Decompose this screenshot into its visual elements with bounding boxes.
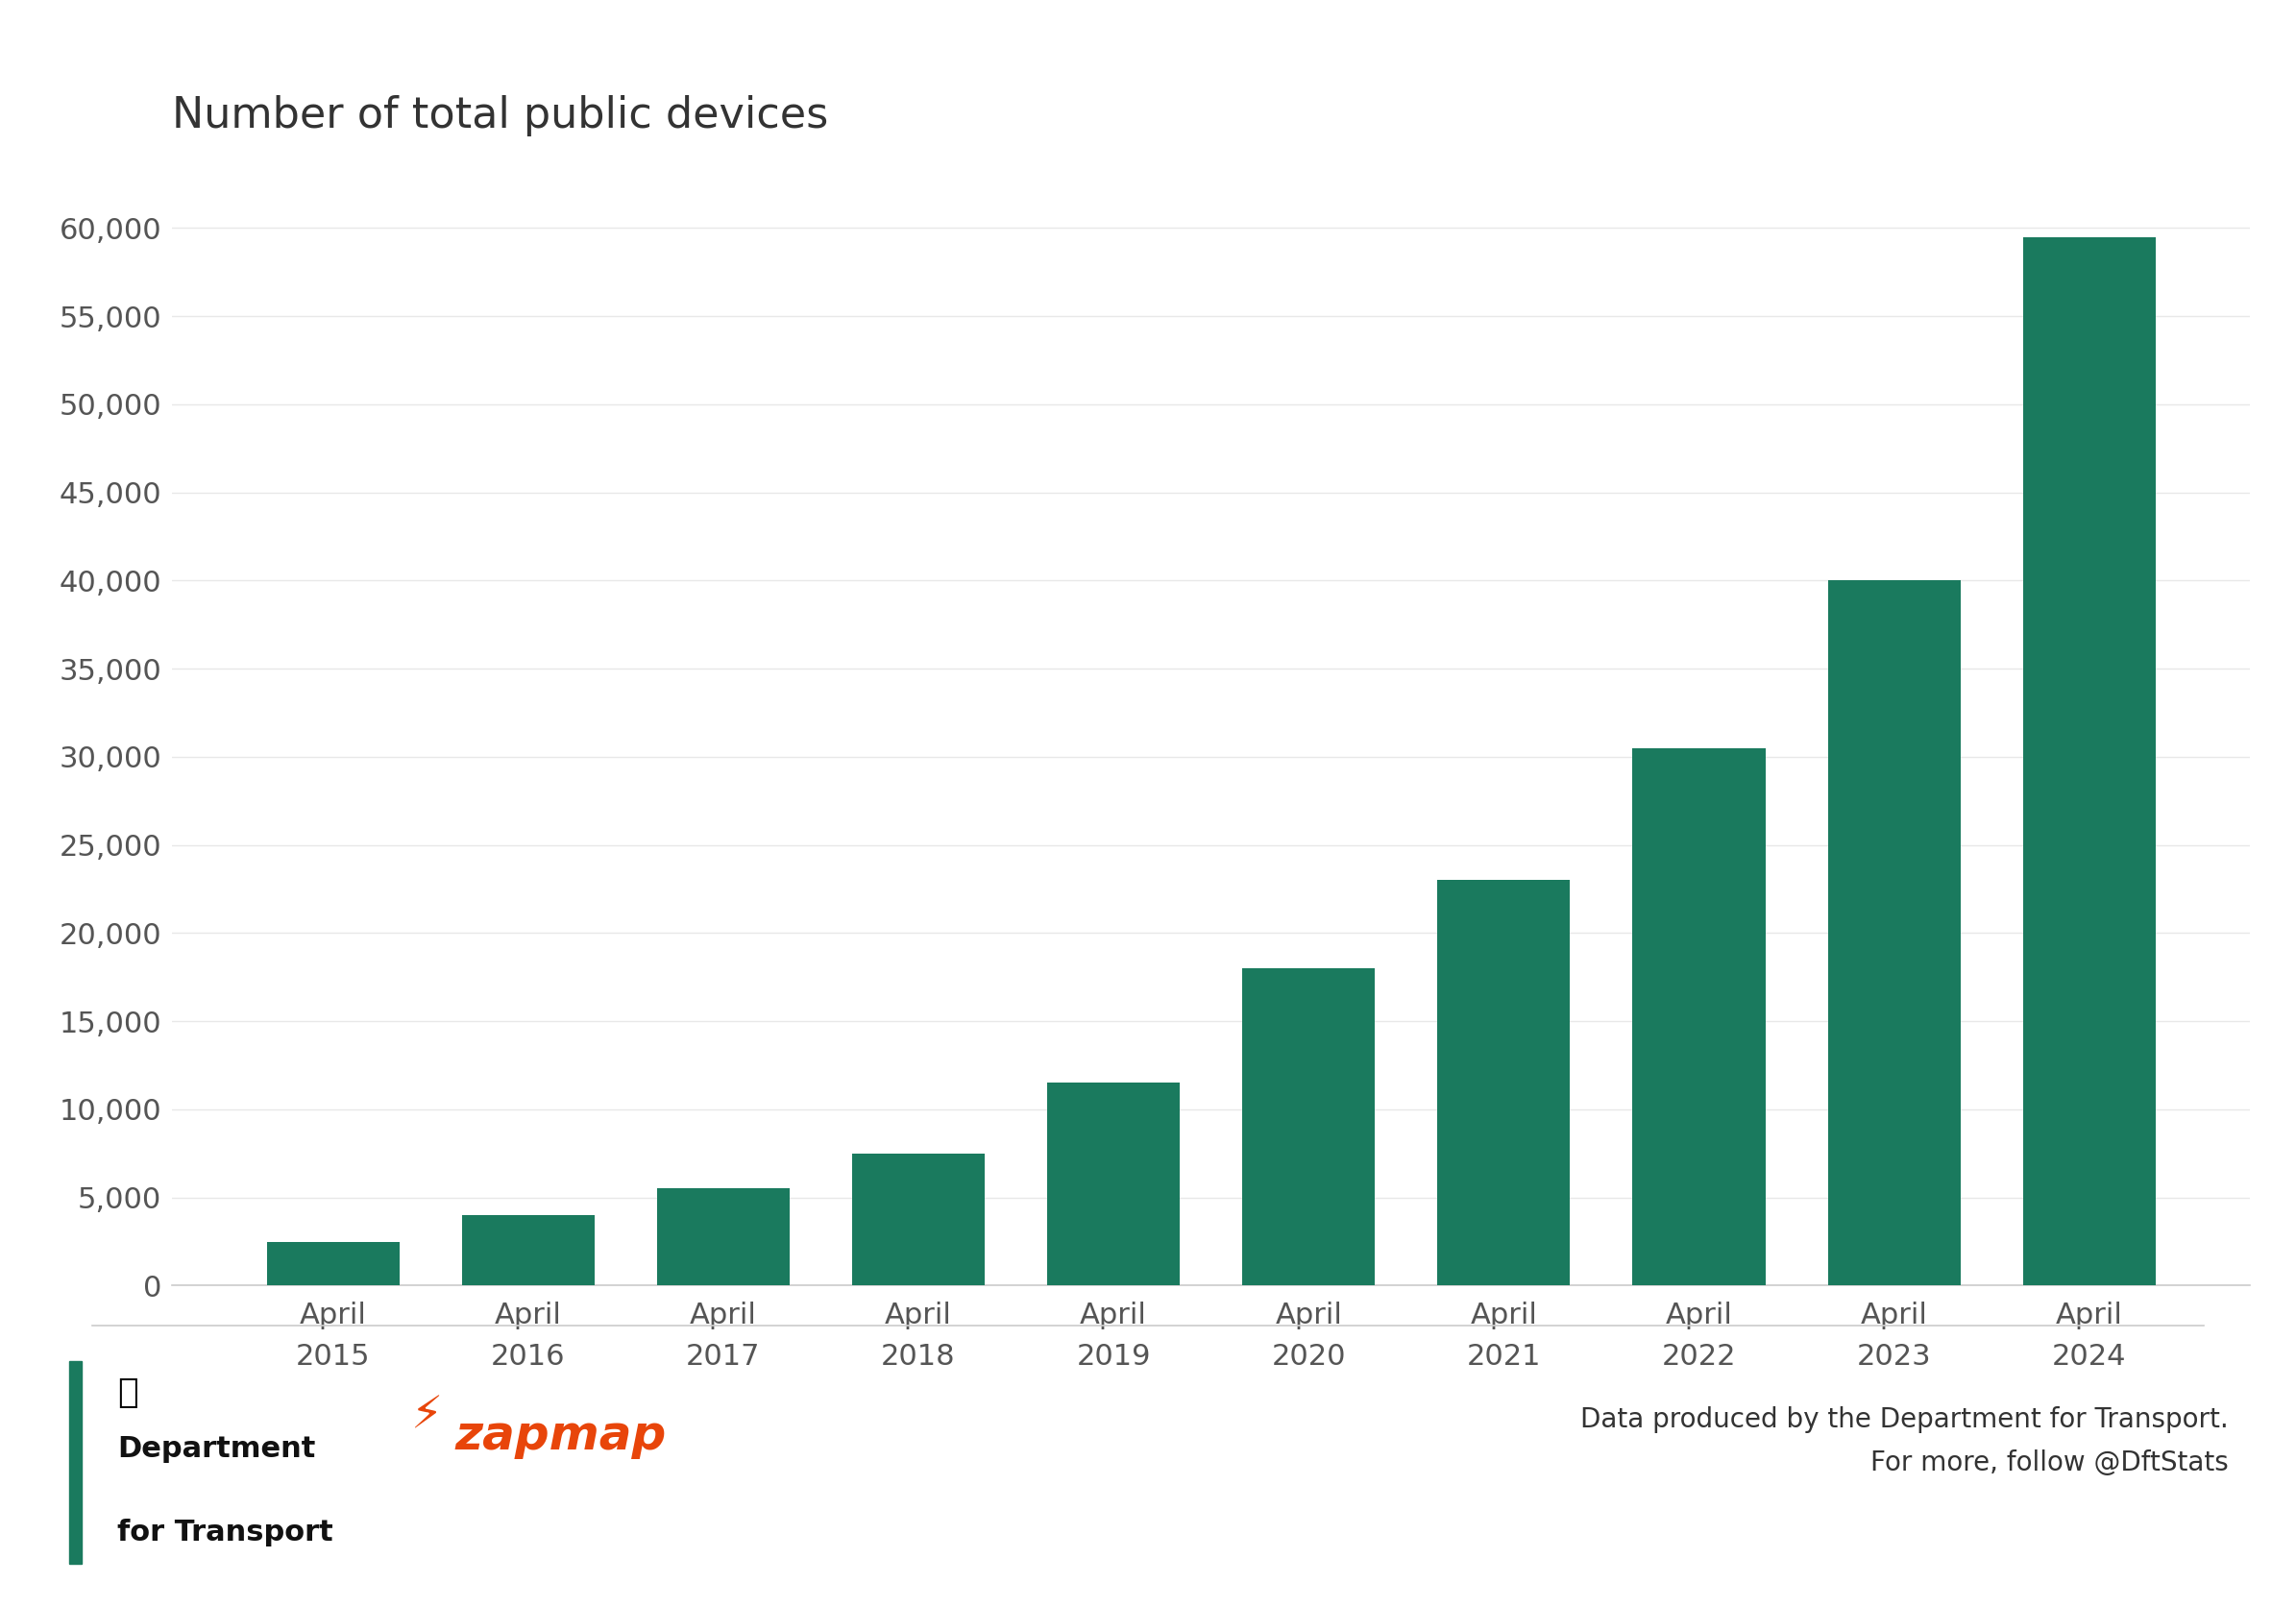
Bar	[1047, 1083, 1180, 1286]
Bar	[266, 1242, 400, 1286]
Bar	[1828, 580, 1961, 1286]
Bar	[2023, 236, 2156, 1286]
Bar	[1632, 747, 1766, 1286]
Text: Data produced by the Department for Transport.
For more, follow @DftStats: Data produced by the Department for Tran…	[1580, 1406, 2229, 1477]
Bar	[69, 1361, 83, 1564]
Text: 👑: 👑	[117, 1377, 138, 1409]
Text: Department: Department	[117, 1435, 315, 1464]
Bar	[461, 1215, 595, 1286]
Bar	[1437, 881, 1570, 1286]
Text: for Transport: for Transport	[117, 1519, 333, 1546]
Text: Number of total public devices: Number of total public devices	[172, 95, 829, 137]
Bar	[852, 1154, 985, 1286]
Text: ⚡: ⚡	[411, 1395, 443, 1438]
Bar	[1242, 969, 1375, 1286]
Bar	[657, 1189, 790, 1286]
Text: zapmap: zapmap	[455, 1413, 666, 1459]
